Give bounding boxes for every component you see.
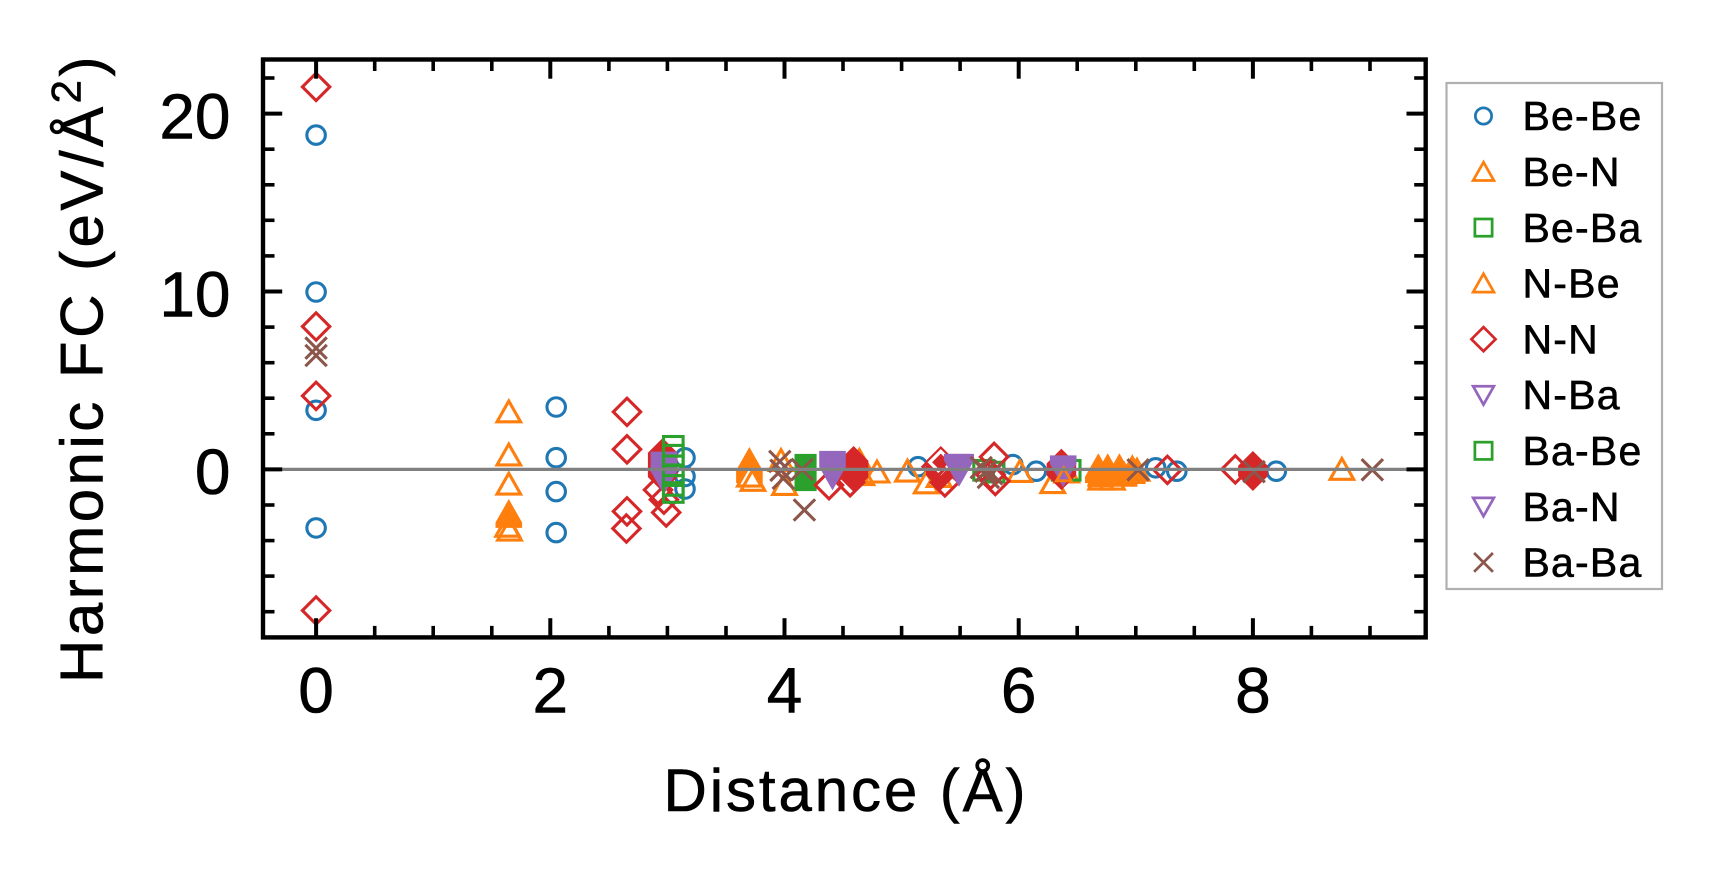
svg-text:Be-N: Be-N [1523,149,1621,195]
svg-text:6: 6 [1001,655,1037,727]
svg-text:Be-Ba: Be-Ba [1523,205,1643,251]
svg-text:Ba-N: Ba-N [1523,484,1621,530]
svg-text:2: 2 [533,655,569,727]
svg-text:4: 4 [767,655,803,727]
svg-text:10: 10 [159,258,230,330]
svg-text:0: 0 [195,436,231,508]
svg-text:20: 20 [159,80,230,152]
svg-text:Ba-Be: Ba-Be [1523,428,1643,474]
svg-text:Be-Be: Be-Be [1523,93,1643,139]
svg-text:8: 8 [1235,655,1271,727]
svg-text:Distance (Å): Distance (Å) [664,757,1029,824]
svg-text:N-Be: N-Be [1523,261,1621,307]
svg-text:Harmonic FC (eV/Å2): Harmonic FC (eV/Å2) [43,53,116,683]
svg-text:0: 0 [298,655,334,727]
svg-text:Ba-Ba: Ba-Ba [1523,540,1643,586]
svg-text:N-Ba: N-Ba [1523,372,1621,418]
svg-text:N-N: N-N [1523,316,1599,362]
